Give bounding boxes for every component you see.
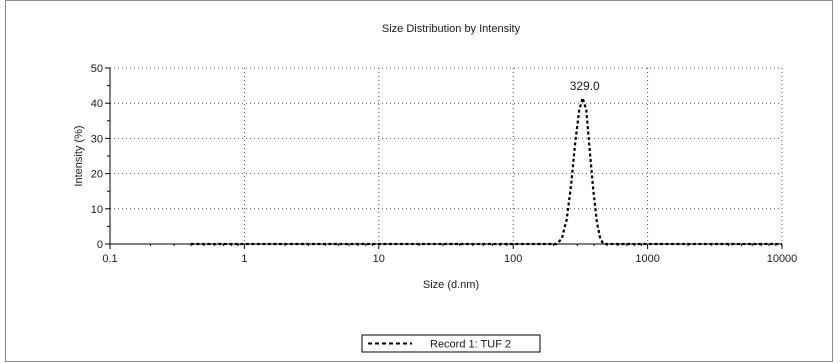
y-tick-label-3: 30 xyxy=(91,133,103,145)
y-axis-label: Intensity (%) xyxy=(73,125,85,186)
y-ticks: 0 10 20 30 40 50 xyxy=(91,63,110,251)
size-distribution-chart: Size Distribution by Intensity 0.1 1 10 100… xyxy=(73,23,797,353)
x-tick-label-0: 0.1 xyxy=(102,253,117,265)
x-axis-label: Size (d.nm) xyxy=(423,279,479,291)
legend-box xyxy=(361,334,541,353)
series-line-0 xyxy=(190,93,782,246)
x-tick-label-2: 10 xyxy=(373,253,385,265)
legend: Record 1: TUF 2 xyxy=(361,334,541,353)
x-tick-label-3: 100 xyxy=(504,253,522,265)
legend-entry-record-1: Record 1: TUF 2 xyxy=(430,339,511,351)
grid xyxy=(110,67,783,244)
chart-frame: Size Distribution by Intensity 0.1 1 10 100… xyxy=(5,0,833,362)
y-tick-label-4: 40 xyxy=(91,98,103,110)
annotations: 329.0 xyxy=(570,79,600,93)
x-tick-label-1: 1 xyxy=(241,253,247,265)
peak-label-0: 329.0 xyxy=(570,79,600,93)
x-ticks: 0.1 1 10 100 1000 10000 xyxy=(102,244,797,265)
x-tick-label-5: 10000 xyxy=(767,253,798,265)
y-tick-label-1: 10 xyxy=(91,204,103,216)
x-tick-label-4: 1000 xyxy=(635,253,659,265)
series xyxy=(190,93,782,246)
y-tick-label-5: 50 xyxy=(91,63,103,75)
chart-title: Size Distribution by Intensity xyxy=(382,23,521,35)
y-tick-label-0: 0 xyxy=(97,239,103,251)
y-tick-label-2: 20 xyxy=(91,169,103,181)
